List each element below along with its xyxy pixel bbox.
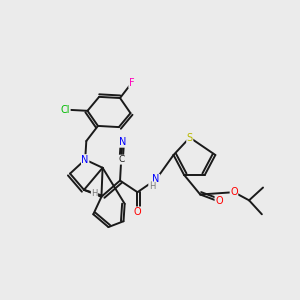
Text: N: N [82, 154, 89, 165]
Text: N: N [152, 174, 160, 184]
Text: O: O [215, 196, 223, 206]
Text: C: C [118, 155, 124, 164]
Text: N: N [119, 137, 126, 147]
Text: H: H [91, 189, 98, 198]
Text: H: H [149, 182, 155, 191]
Text: S: S [187, 133, 193, 142]
Text: Cl: Cl [61, 105, 70, 115]
Text: F: F [129, 78, 134, 88]
Text: O: O [134, 207, 141, 217]
Text: O: O [230, 187, 238, 197]
